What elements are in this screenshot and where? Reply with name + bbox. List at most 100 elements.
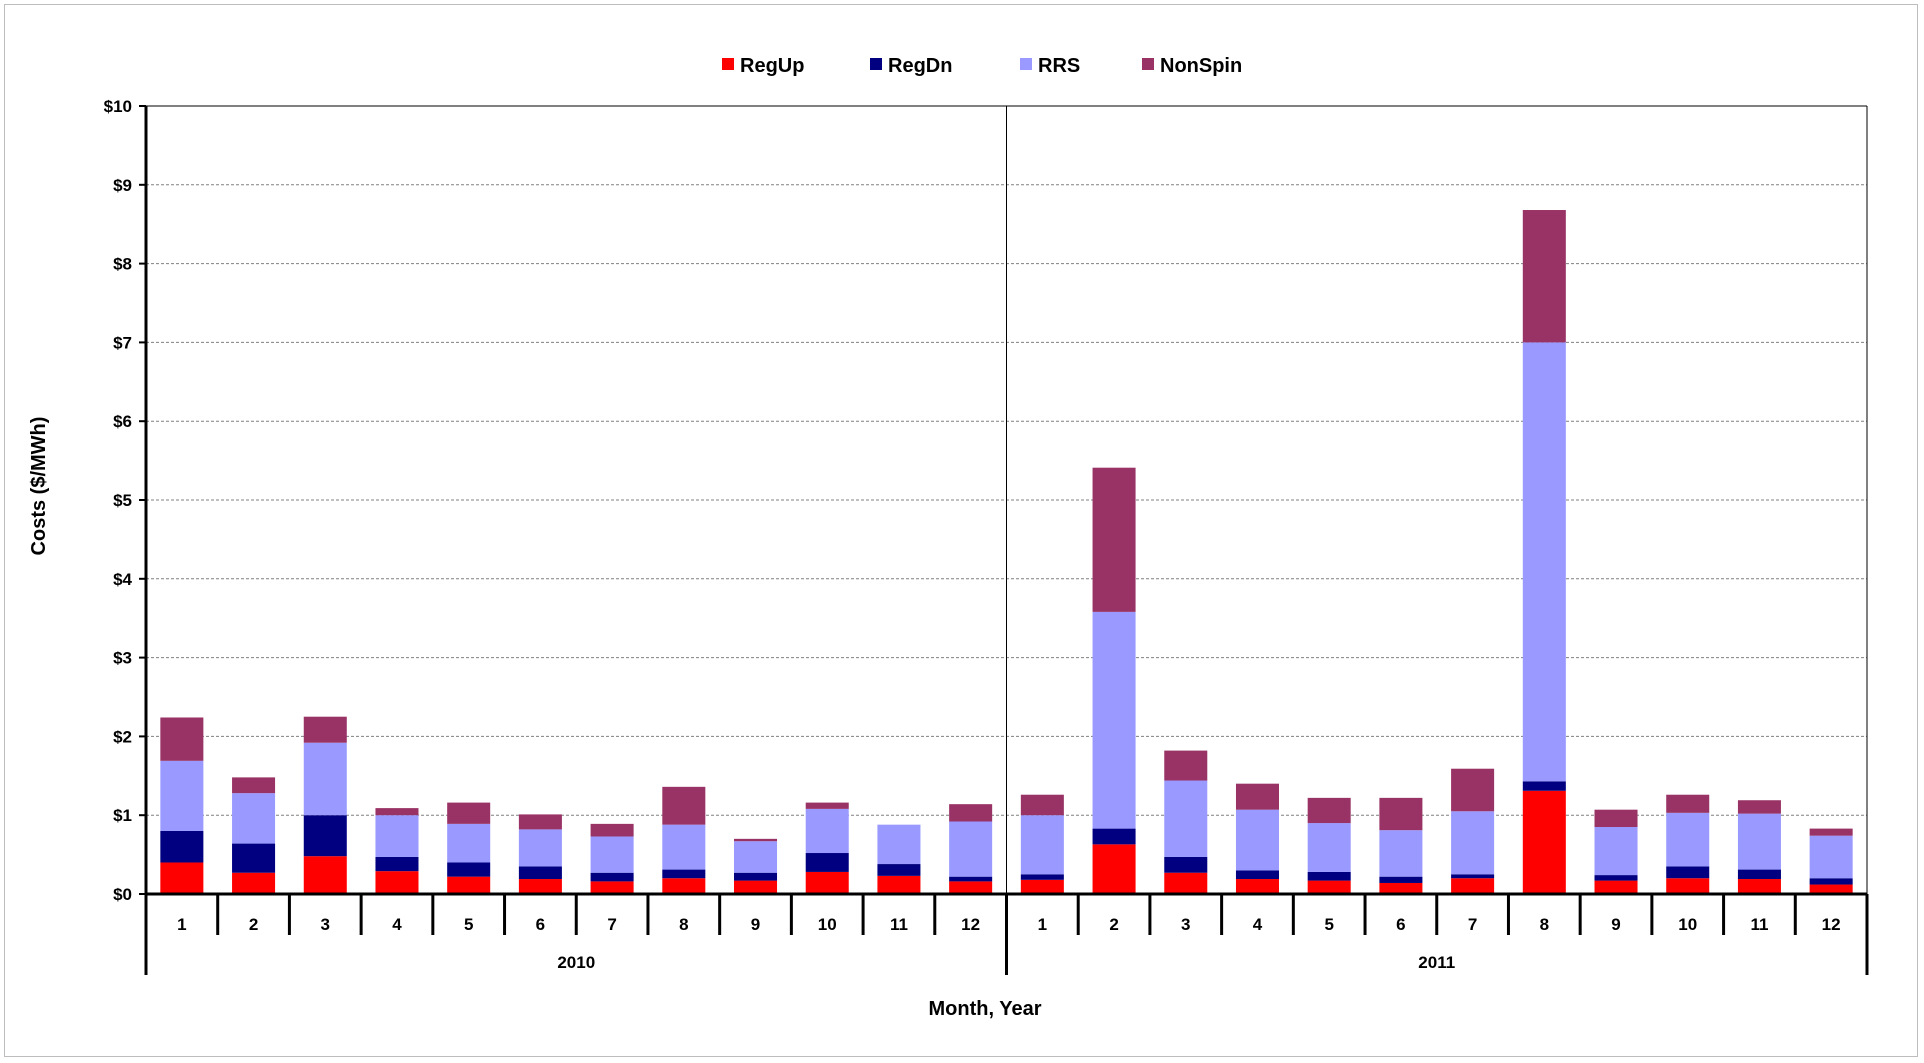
legend: RegUp RegDn RRS NonSpin: [722, 55, 1242, 77]
y-tick-label: $7: [113, 333, 132, 352]
x-tick-label: 2: [1109, 915, 1118, 934]
bar-rrs: [1379, 830, 1423, 877]
bar-regup: [590, 881, 634, 894]
bar-regdn: [447, 862, 491, 877]
legend-swatch-nonspin: [1142, 58, 1154, 70]
x-tick-label: 10: [818, 915, 837, 934]
bar-rrs: [949, 821, 993, 877]
bar-regdn: [805, 853, 849, 872]
bar-regdn: [1307, 871, 1351, 881]
x-tick-label: 2: [249, 915, 258, 934]
legend-swatch-regup: [722, 58, 734, 70]
x-tick-label: 3: [321, 915, 330, 934]
bar-regdn: [1092, 828, 1136, 845]
bar-rrs: [160, 760, 204, 831]
bar-regdn: [949, 876, 993, 882]
bar-regup: [805, 871, 849, 894]
bar-rrs: [1020, 815, 1064, 875]
x-tick-label: 6: [536, 915, 545, 934]
bar-rrs: [805, 808, 849, 854]
bar-regdn: [662, 869, 706, 879]
bar-rrs: [662, 824, 706, 870]
bar-regdn: [1737, 869, 1781, 880]
bar-regup: [1092, 844, 1136, 894]
bar-nonspin: [1020, 794, 1064, 816]
bar-rrs: [1522, 342, 1566, 782]
bar-nonspin: [949, 804, 993, 822]
y-tick-label: $4: [113, 570, 132, 589]
bar-regup: [232, 872, 276, 894]
y-tick-label: $1: [113, 806, 132, 825]
bar-nonspin: [734, 838, 778, 842]
bar-regdn: [1164, 856, 1208, 873]
y-tick-label: $9: [113, 176, 132, 195]
bar-nonspin: [232, 777, 276, 794]
bar-regdn: [1020, 874, 1064, 880]
x-tick-label: 6: [1396, 915, 1405, 934]
x-tick-label: 7: [607, 915, 616, 934]
bar-regup: [1666, 878, 1710, 894]
x-tick-label: 11: [1750, 915, 1768, 934]
bar-nonspin: [1594, 809, 1638, 828]
bar-nonspin: [1451, 768, 1495, 812]
bar-nonspin: [1307, 797, 1351, 824]
bar-regdn: [232, 843, 276, 873]
bar-regup: [303, 856, 347, 894]
bar-regup: [877, 875, 921, 894]
bar-nonspin: [1522, 210, 1566, 343]
x-tick-label: 5: [464, 915, 473, 934]
legend-swatch-rrs: [1020, 58, 1032, 70]
bar-nonspin: [805, 802, 849, 809]
bar-nonspin: [160, 717, 204, 761]
bar-nonspin: [1809, 828, 1853, 836]
x-tick-label: 11: [890, 915, 908, 934]
x-tick-label: 5: [1324, 915, 1333, 934]
y-axis-label: Costs ($/MWh): [28, 417, 50, 556]
bar-nonspin: [303, 716, 347, 743]
bar-regup: [518, 879, 562, 894]
bar-regup: [949, 881, 993, 894]
x-tick-label: 12: [961, 915, 980, 934]
y-tick-label: $3: [113, 649, 132, 668]
bar-regup: [1307, 880, 1351, 894]
bar-rrs: [447, 823, 491, 863]
bar-regdn: [1666, 866, 1710, 879]
bar-nonspin: [1092, 467, 1136, 612]
bar-regdn: [1235, 870, 1279, 880]
y-tick-labels: $0 $1 $2 $3 $4 $5 $6 $7 $8 $9 $10: [104, 97, 133, 904]
group-label: 2010: [557, 953, 595, 972]
y-tick-label: $6: [113, 412, 132, 431]
bar-regup: [375, 871, 419, 894]
bar-regup: [1020, 879, 1064, 894]
bar-regdn: [303, 815, 347, 857]
bar-rrs: [1809, 835, 1853, 879]
bar-regdn: [1809, 878, 1853, 885]
bar-rrs: [1737, 813, 1781, 870]
x-tick-label: 4: [392, 915, 402, 934]
bar-nonspin: [590, 823, 634, 837]
legend-label-nonspin: NonSpin: [1160, 55, 1242, 77]
legend-label-regup: RegUp: [740, 55, 804, 77]
x-tick-label: 3: [1181, 915, 1190, 934]
bar-rrs: [518, 829, 562, 867]
bar-regdn: [590, 872, 634, 882]
axes: [139, 105, 1869, 975]
legend-swatch-regdn: [870, 58, 882, 70]
bar-rrs: [1164, 780, 1208, 857]
bar-regup: [1379, 882, 1423, 894]
stacked-bar-chart: RegUp RegDn RRS NonSpin $0$1$2$3$4$5$6$7$8$…: [28, 55, 1869, 1020]
x-tick-label: 1: [1038, 915, 1047, 934]
bar-rrs: [375, 815, 419, 857]
y-tick-label: $8: [113, 255, 132, 274]
bar-regdn: [518, 866, 562, 880]
bar-rrs: [1451, 811, 1495, 875]
bars: [160, 210, 1853, 894]
bar-regdn: [1522, 781, 1566, 791]
bar-nonspin: [1666, 794, 1710, 813]
bar-nonspin: [1235, 783, 1279, 810]
x-tick-label: 9: [751, 915, 760, 934]
bar-rrs: [1666, 812, 1710, 867]
bar-rrs: [232, 793, 276, 844]
bar-regdn: [734, 872, 778, 881]
